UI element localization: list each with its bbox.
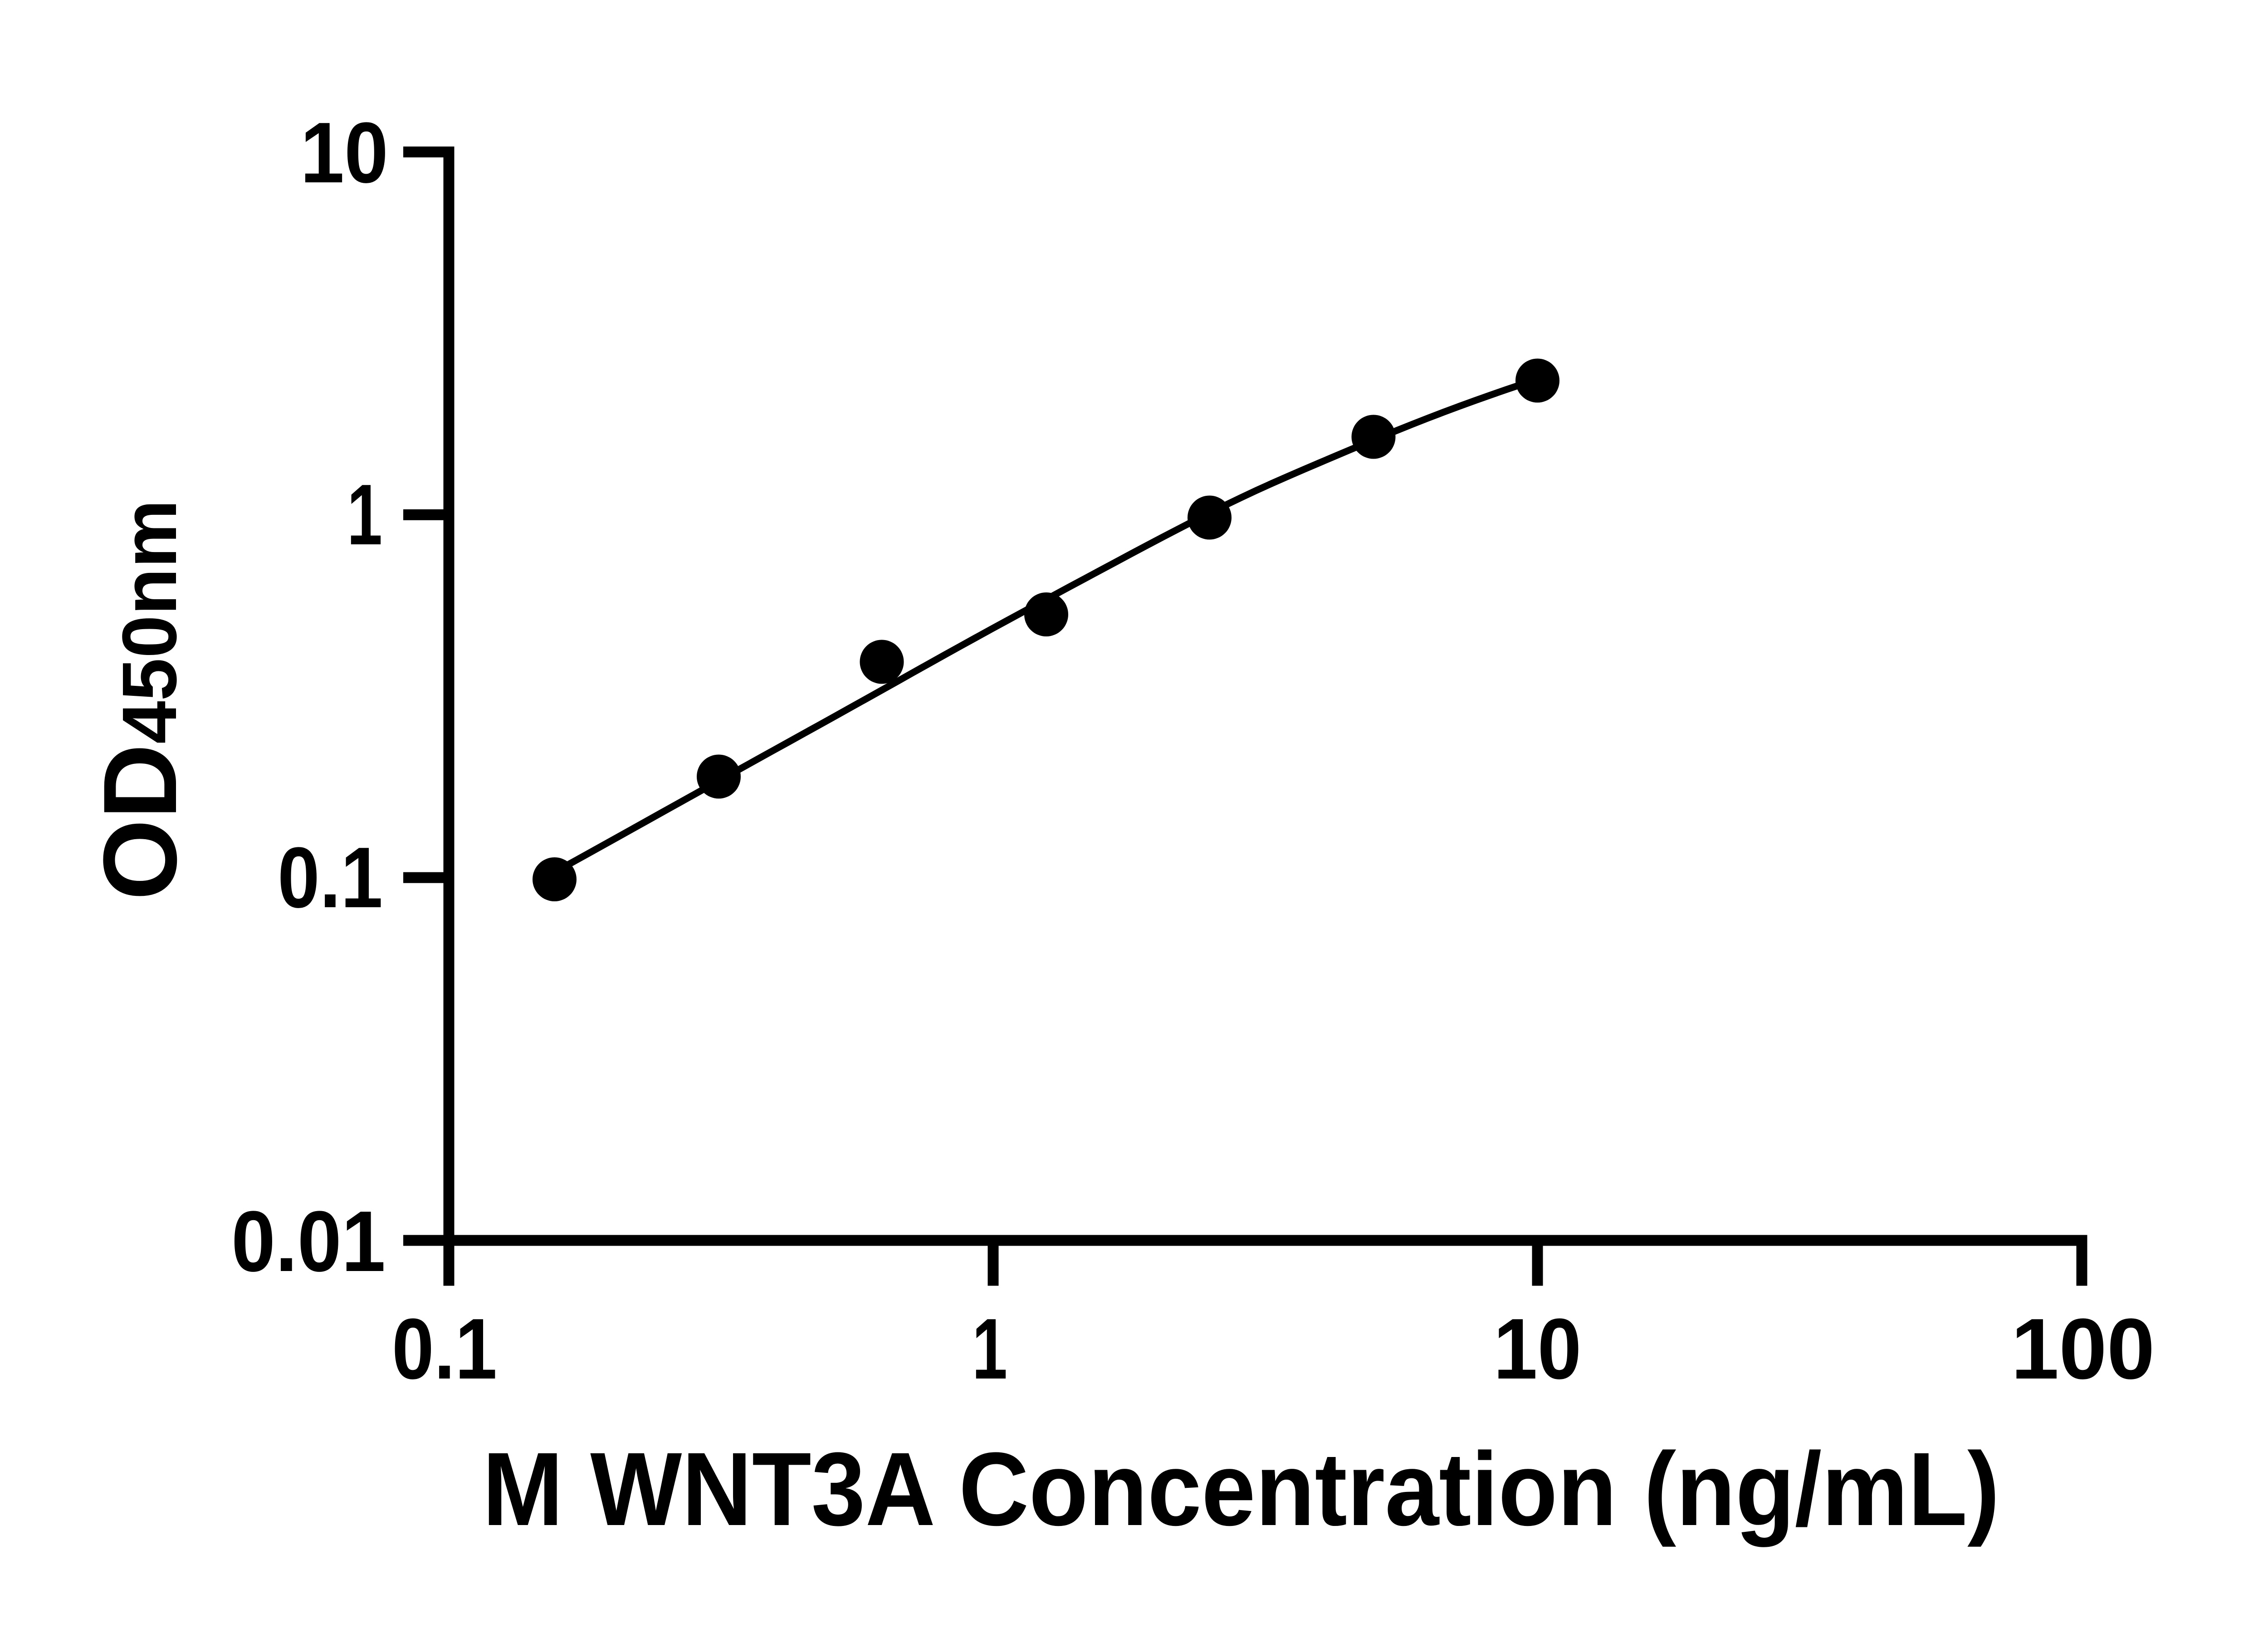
svg-text:0.1: 0.1 xyxy=(278,830,383,926)
svg-text:1: 1 xyxy=(972,1301,1007,1397)
svg-text:0.01: 0.01 xyxy=(231,1193,386,1290)
svg-text:10: 10 xyxy=(300,105,388,201)
svg-text:1: 1 xyxy=(347,467,382,563)
svg-text:100: 100 xyxy=(2011,1301,2155,1397)
svg-text:0.1: 0.1 xyxy=(392,1301,497,1397)
svg-text:OD450nm: OD450nm xyxy=(82,499,198,900)
svg-text:10: 10 xyxy=(1494,1301,1582,1397)
svg-text:M WNT3A Concentration (ng/mL): M WNT3A Concentration (ng/mL) xyxy=(483,1431,2000,1547)
